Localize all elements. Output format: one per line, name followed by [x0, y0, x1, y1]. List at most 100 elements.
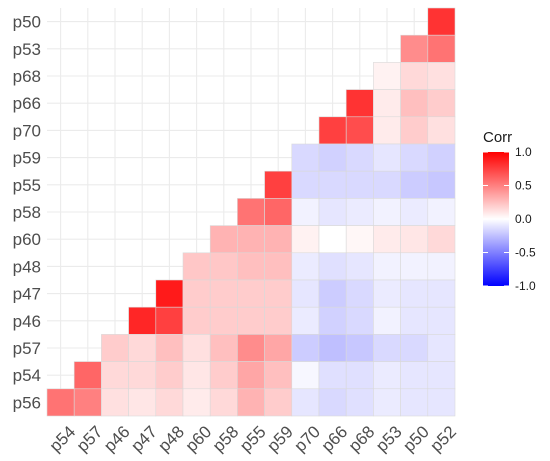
legend-tick-label: -1.0 [515, 279, 536, 293]
heatmap-cell-p58-p68 [345, 198, 374, 226]
heatmap-cell-p60-p55 [237, 225, 265, 254]
heatmap-cell-p57-p53 [373, 334, 401, 362]
heatmap-cell-p58-p53 [373, 198, 401, 226]
heatmap-cell-p50-p52 [427, 7, 456, 36]
heatmap-cell-p56-p70 [291, 388, 320, 417]
heatmap-cell-p47-p60 [182, 279, 211, 308]
y-tick-label: p48 [13, 257, 41, 276]
heatmap-cell-p48-p55 [237, 252, 265, 281]
x-tick-label: p55 [236, 422, 269, 455]
heatmap-cell-p56-p46 [101, 388, 129, 417]
heatmap-cell-p47-p55 [237, 279, 265, 308]
heatmap-cell-p46-p58 [209, 306, 238, 335]
heatmap-cell-p70-p53 [373, 116, 401, 145]
heatmap-cell-p48-p60 [182, 252, 211, 281]
heatmap-cell-p57-p50 [400, 334, 429, 362]
heatmap-cell-p55-p52 [427, 170, 456, 199]
heatmap-cell-p57-p46 [101, 334, 129, 362]
x-tick-label: p46 [100, 422, 133, 455]
heatmap-cell-p56-p68 [345, 388, 374, 417]
heatmap-cell-p56-p54 [46, 388, 75, 417]
heatmap-cell-p46-p53 [373, 306, 401, 335]
heatmap-cell-p57-p48 [155, 334, 184, 362]
heatmap-cell-p57-p58 [209, 334, 238, 362]
y-axis-tick-labels: p50 p53 p68 p66 p70 p59 p55 p58 p60 p48 p47 p46 p57 p… [13, 13, 41, 413]
heatmap-cell-p54-p59 [264, 361, 293, 390]
heatmap-cell-p66-p52 [427, 89, 456, 118]
x-tick-label: p60 [182, 422, 215, 455]
heatmap-cell-p70-p52 [427, 116, 456, 145]
heatmap-cell-p57-p52 [427, 334, 456, 362]
heatmap-cell-p46-p66 [318, 306, 347, 335]
legend-tick-label: -0.5 [515, 246, 536, 260]
heatmap-cell-p57-p66 [318, 334, 347, 362]
heatmap-cell-p70-p66 [318, 116, 347, 145]
heatmap-cell-p56-p66 [318, 388, 347, 417]
x-tick-label: p57 [73, 422, 106, 455]
y-tick-label: p60 [13, 230, 41, 249]
x-tick-label: p66 [318, 422, 351, 455]
heatmap-cell-p56-p53 [373, 388, 401, 417]
heatmap-cell-p60-p50 [400, 225, 429, 254]
y-tick-label: p59 [13, 149, 41, 168]
heatmap-cell-p48-p70 [291, 252, 320, 281]
heatmap-cell-p47-p52 [427, 279, 456, 308]
x-tick-label: p50 [399, 422, 432, 455]
heatmap-cell-p60-p59 [264, 225, 293, 254]
y-tick-label: p56 [13, 393, 41, 412]
x-tick-label: p58 [209, 422, 242, 455]
heatmap-cell-p46-p60 [182, 306, 211, 335]
x-tick-label: p59 [263, 422, 296, 455]
heatmap-cell-p58-p66 [318, 198, 347, 226]
heatmap-cell-p56-p48 [155, 388, 184, 417]
heatmap-cell-p54-p52 [427, 361, 456, 390]
heatmap-cell-p46-p70 [291, 306, 320, 335]
heatmap-cell-p47-p48 [155, 279, 184, 308]
heatmap-cell-p48-p59 [264, 252, 293, 281]
heatmap-cell-p66-p50 [400, 89, 429, 118]
x-tick-label: p53 [372, 422, 405, 455]
heatmap-cell-p47-p50 [400, 279, 429, 308]
heatmap-cell-p58-p59 [264, 198, 293, 226]
y-tick-label: p57 [13, 339, 41, 358]
heatmap-cell-p57-p68 [345, 334, 374, 362]
heatmap-cell-p46-p55 [237, 306, 265, 335]
heatmap-cell-p56-p57 [73, 388, 102, 417]
heatmap-cell-p48-p58 [209, 252, 238, 281]
heatmap-cell-p70-p68 [345, 116, 374, 145]
heatmap-cell-p46-p59 [264, 306, 293, 335]
heatmap-cell-p47-p58 [209, 279, 238, 308]
x-axis-tick-labels: p54p57p46p47p48p60p58p55p59p70p66p68p53p… [46, 422, 460, 455]
heatmap-cell-p59-p53 [373, 143, 401, 172]
heatmap-cell-p59-p70 [291, 143, 320, 172]
heatmap-cell-p57-p47 [128, 334, 157, 362]
heatmap-cell-p54-p50 [400, 361, 429, 390]
heatmap-cell-p53-p50 [400, 34, 429, 63]
heatmap-cell-p47-p68 [345, 279, 374, 308]
x-tick-label: p52 [427, 422, 460, 455]
heatmap-cell-p47-p59 [264, 279, 293, 308]
y-tick-label: p70 [13, 121, 41, 140]
heatmap-cell-p58-p50 [400, 198, 429, 226]
heatmap-cell-p48-p50 [400, 252, 429, 281]
legend-title: Corr [483, 129, 512, 146]
heatmap-cell-p66-p68 [345, 89, 374, 118]
heatmap-cell-p55-p68 [345, 170, 374, 199]
heatmap-cell-p56-p52 [427, 388, 456, 417]
heatmap-cell-p59-p52 [427, 143, 456, 172]
y-tick-label: p47 [13, 285, 41, 304]
heatmap-cell-p54-p68 [345, 361, 374, 390]
heatmap-cell-p54-p46 [101, 361, 129, 390]
heatmap-cell-p58-p70 [291, 198, 320, 226]
heatmap-cell-p54-p53 [373, 361, 401, 390]
heatmap-cell-p47-p66 [318, 279, 347, 308]
heatmap-cell-p46-p68 [345, 306, 374, 335]
y-tick-label: p68 [13, 67, 41, 86]
heatmap-cell-p46-p50 [400, 306, 429, 335]
heatmap-cell-p54-p47 [128, 361, 157, 390]
heatmap-cell-p54-p57 [73, 361, 102, 390]
heatmap-cell-p60-p66 [318, 225, 347, 254]
heatmap-cell-p46-p48 [155, 306, 184, 335]
heatmap-cell-p59-p66 [318, 143, 347, 172]
